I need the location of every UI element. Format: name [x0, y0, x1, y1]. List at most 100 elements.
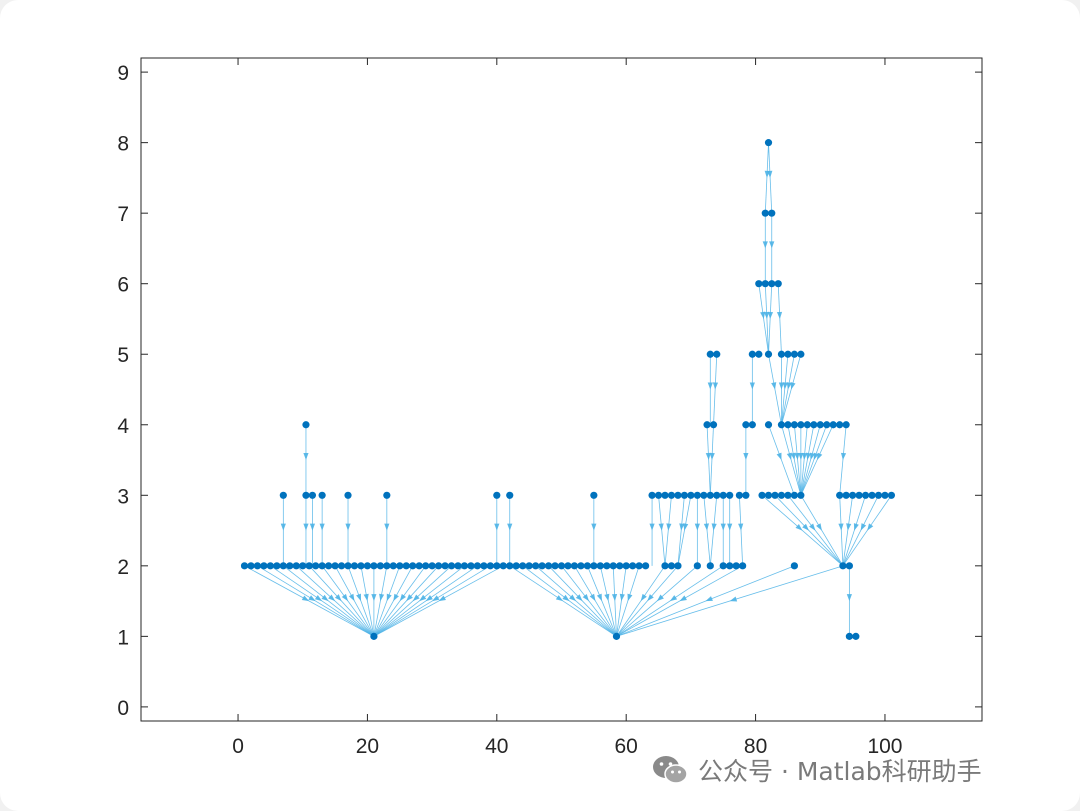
edge-arrow — [798, 453, 804, 461]
graph-node — [370, 632, 378, 640]
edge-arrow — [809, 523, 816, 531]
graph-node — [642, 562, 650, 570]
edge-arrow — [729, 596, 738, 602]
edge-arrow — [867, 523, 874, 531]
graph-edge — [616, 565, 743, 637]
graph-node — [409, 562, 417, 570]
edge-arrow — [846, 594, 852, 602]
graph-node — [693, 491, 701, 499]
graph-edge — [373, 565, 465, 637]
graph-node — [299, 562, 307, 570]
nodes-layer — [240, 139, 896, 640]
graph-edge — [244, 565, 375, 637]
graph-edge — [321, 565, 375, 637]
graph-node — [810, 421, 818, 429]
graph-node — [467, 562, 475, 570]
edge-arrow — [738, 523, 744, 531]
graph-node — [836, 491, 844, 499]
graph-node — [308, 491, 317, 499]
graph-node — [402, 562, 410, 570]
edge-arrow — [743, 453, 749, 461]
graph-edge — [283, 565, 375, 637]
edge-arrow — [813, 452, 819, 461]
graph-edge — [787, 495, 844, 567]
graph-node — [499, 562, 507, 570]
graph-node — [764, 350, 773, 358]
edge-arrow — [319, 523, 325, 531]
graph-node — [240, 562, 249, 570]
graph-node — [279, 491, 287, 499]
x-tick-label: 20 — [356, 735, 379, 758]
edge-arrow — [604, 593, 610, 602]
graph-node — [609, 562, 617, 570]
graph-node — [726, 491, 734, 499]
edge-arrow — [705, 596, 713, 602]
edge-arrow — [767, 170, 773, 178]
edge-arrow — [763, 311, 770, 319]
edge-arrow — [769, 241, 775, 249]
graph-node — [874, 491, 883, 499]
graph-node — [842, 421, 850, 429]
graph-node — [748, 421, 756, 429]
graph-node — [742, 421, 750, 429]
edge-arrow — [790, 382, 796, 390]
graph-node — [434, 562, 443, 570]
graph-node — [302, 421, 310, 429]
graph-edge — [774, 495, 844, 567]
graph-node — [279, 562, 287, 570]
edge-arrow — [308, 595, 316, 602]
graph-node — [777, 421, 786, 429]
graph-node — [318, 491, 326, 499]
x-tick-label: 40 — [485, 735, 508, 758]
graph-edge — [761, 494, 844, 567]
graph-node — [713, 491, 721, 499]
edge-arrow — [591, 523, 597, 531]
graph-node — [612, 632, 621, 640]
graph-node — [493, 562, 501, 570]
edge-arrow — [720, 523, 726, 531]
graph-node — [260, 562, 268, 570]
edge-arrow — [749, 382, 755, 390]
graph-node — [706, 491, 714, 499]
edge-arrow — [363, 593, 369, 602]
edge-arrow — [619, 593, 625, 602]
edge-arrow — [582, 593, 589, 602]
edge-arrow — [321, 594, 329, 602]
edge-arrow — [356, 593, 361, 602]
graph-node — [742, 491, 750, 499]
graph-node — [706, 350, 714, 358]
graph-node — [493, 491, 501, 499]
graph-node — [797, 421, 805, 429]
graph-node — [758, 491, 766, 499]
graph-node — [719, 562, 727, 570]
edge-arrow — [679, 595, 687, 602]
edge-arrow — [555, 595, 564, 602]
graph-node — [583, 562, 591, 570]
edge-arrow — [767, 311, 774, 319]
graph-node — [700, 491, 708, 499]
edge-arrow — [776, 452, 782, 461]
graph-node — [713, 350, 721, 358]
axes-layer: 0 20 40 60 80 100 0 1 2 3 4 5 6 7 8 9 — [117, 57, 983, 758]
graph-node — [318, 562, 326, 570]
graph-node — [674, 491, 682, 499]
graph-node — [312, 562, 320, 570]
edge-arrow — [846, 523, 852, 531]
graph-node — [790, 562, 798, 570]
edge-arrow — [562, 594, 570, 602]
graph-node — [868, 491, 876, 499]
graph-node — [761, 209, 769, 217]
graph-edge — [308, 565, 375, 637]
graph-edge — [587, 565, 617, 637]
graph-node — [790, 491, 798, 499]
graph-edge — [373, 565, 504, 637]
edge-arrow — [658, 523, 664, 531]
edge-arrow — [280, 523, 286, 531]
graph-node — [519, 562, 527, 570]
graph-node — [389, 562, 397, 570]
watermark: 公众号 · Matlab科研助手 — [650, 750, 982, 790]
graph-node — [616, 562, 624, 570]
graph-edge — [373, 565, 439, 637]
graph-node — [693, 562, 701, 570]
